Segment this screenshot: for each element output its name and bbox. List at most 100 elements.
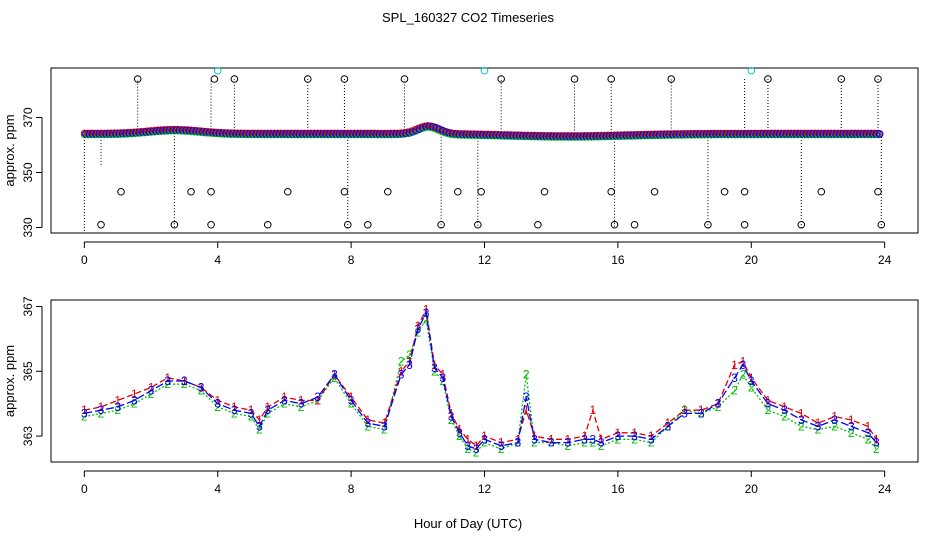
series-marker-2: 2 [798,419,805,433]
series-marker-3: 3 [264,403,271,417]
series-marker-2: 2 [748,380,755,394]
series-marker-3: 3 [448,410,455,424]
series-marker-3: 3 [831,413,838,427]
series-marker-2: 2 [781,410,788,424]
series-marker-2: 2 [256,423,263,437]
series-marker-2: 2 [398,355,405,369]
outlier-point-spike-mid [740,187,749,196]
x-axis-label: Hour of Day (UTC) [414,516,522,531]
series-marker-1: 1 [364,413,371,427]
series-marker-3: 3 [565,436,572,450]
series-marker-3: 3 [590,432,597,446]
series-marker-2: 2 [548,436,555,450]
y-tick-label: 370 [21,107,35,127]
series-marker-1: 1 [648,429,655,443]
series-marker-3: 3 [781,403,788,417]
series-marker-1: 1 [464,432,471,446]
series-marker-1: 1 [381,416,388,430]
series-marker-3: 3 [473,442,480,456]
series-marker-3: 3 [114,400,121,414]
series-marker-3: 3 [198,380,205,394]
series-marker-2: 2 [848,426,855,440]
outlier-point-spike-low [704,220,712,229]
series-marker-2: 2 [423,312,430,326]
outlier-point-spike-low [630,220,639,229]
series-marker-3: 3 [464,439,471,453]
series-marker-3: 3 [515,436,522,450]
outlier-point-spike-high [667,75,676,83]
series-marker-2: 2 [498,442,505,456]
x-tick-label: 12 [478,253,492,267]
outlier-point-spike-low [343,220,352,229]
series-marker-3: 3 [314,390,321,404]
series-marker-1: 1 [264,400,271,414]
series-marker-1: 1 [681,403,688,417]
series-marker-3: 3 [665,419,672,433]
outlier-point-spike-high [400,75,409,83]
series-marker-1: 1 [831,410,838,424]
series-marker-3: 3 [715,397,722,411]
outlier-point-spike-mid [540,187,549,196]
chart-title: SPL_160327 CO2 Timeseries [382,10,554,25]
series-marker-2: 2 [81,410,88,424]
series-marker-1: 1 [248,403,255,417]
series-marker-1: 1 [748,371,755,385]
series-marker-1: 1 [873,432,880,446]
series-marker-2: 2 [381,423,388,437]
outlier-point-spike-high [210,75,219,83]
series-marker-1: 1 [498,436,505,450]
series-marker-2: 2 [815,423,822,437]
outlier-point-spike-low [877,220,886,229]
series-marker-2: 2 [740,368,747,382]
series-marker-1: 1 [815,416,822,430]
series-marker-3: 3 [631,429,638,443]
outlier-point-spike-mid [340,187,349,196]
outlier-point-spike-low [534,220,542,229]
series-marker-1: 1 [131,387,138,401]
series-marker-3: 3 [523,390,530,404]
x-tick-label: 8 [348,253,355,267]
y-tick-label: 363 [21,426,35,446]
series-marker-3: 3 [98,403,105,417]
series-marker-1: 1 [348,390,355,404]
series-marker-1: 1 [164,371,171,385]
outlier-point-spike-high [570,75,579,83]
series-marker-1: 1 [731,358,738,372]
series-marker-2: 2 [164,377,171,391]
series-marker-1: 1 [698,403,705,417]
series-marker-3: 3 [248,406,255,420]
outlier-point-spike-mid [720,187,729,196]
series-marker-1: 1 [298,393,305,407]
series-marker-1: 1 [148,380,155,394]
series-marker-1: 1 [431,358,438,372]
series-marker-1: 1 [565,432,572,446]
series-marker-1: 1 [523,403,530,417]
series-marker-3: 3 [348,393,355,407]
series-marker-1: 1 [548,432,555,446]
series-marker-3: 3 [439,371,446,385]
series-marker-1: 1 [481,429,488,443]
y-tick-label: 350 [21,162,35,182]
series-line-2 [84,317,877,454]
series-marker-3: 3 [381,419,388,433]
series-marker-3: 3 [615,429,622,443]
y-axis-label: approx. ppm [2,114,17,186]
outlier-point-spike-low [263,220,272,229]
outlier-point-spike-high [874,75,882,83]
series-marker-2: 2 [331,371,338,385]
series-marker-2: 2 [198,384,205,398]
series-marker-2: 2 [98,406,105,420]
x-tick-label: 4 [214,482,221,496]
outlier-point-spike-mid [207,187,215,196]
outlier-point-cyan [213,66,222,75]
outlier-point-spike-low [610,220,619,229]
series-marker-3: 3 [848,419,855,433]
outlier-point-spike-high [837,75,846,83]
outlier-point-spike-mid [650,187,659,196]
series-marker-3: 3 [164,374,171,388]
series-marker-3: 3 [873,436,880,450]
series-marker-2: 2 [181,377,188,391]
